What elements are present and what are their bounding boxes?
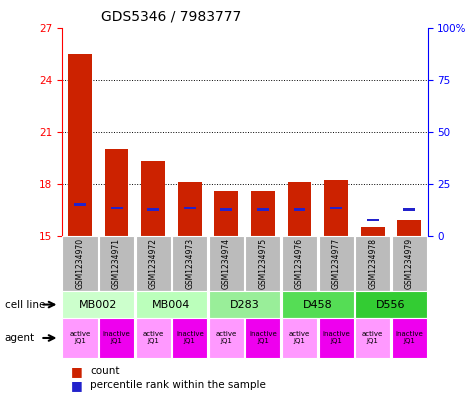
Bar [184, 207, 196, 209]
Text: inactive
JQ1: inactive JQ1 [395, 331, 423, 345]
Text: ■: ■ [71, 365, 83, 378]
Bar [319, 318, 353, 358]
Text: D283: D283 [230, 299, 259, 310]
Text: ■: ■ [71, 378, 83, 392]
Text: MB002: MB002 [79, 299, 117, 310]
Bar [294, 208, 305, 211]
Bar [147, 208, 159, 211]
Text: GSM1234972: GSM1234972 [149, 238, 158, 289]
Bar [63, 318, 97, 358]
Text: count: count [90, 366, 120, 376]
Text: GSM1234979: GSM1234979 [405, 238, 414, 289]
Bar [209, 291, 280, 318]
Bar [136, 236, 171, 291]
Bar [99, 318, 134, 358]
Text: GSM1234971: GSM1234971 [112, 238, 121, 289]
Bar [99, 236, 134, 291]
Bar [172, 318, 207, 358]
Text: GSM1234973: GSM1234973 [185, 238, 194, 289]
Bar [287, 182, 312, 236]
Text: inactive
JQ1: inactive JQ1 [103, 331, 131, 345]
Bar [324, 180, 348, 236]
Text: active
JQ1: active JQ1 [142, 331, 164, 345]
Bar [330, 207, 342, 209]
Bar [367, 219, 379, 222]
Text: GSM1234977: GSM1234977 [332, 238, 341, 289]
Bar [141, 161, 165, 236]
Text: active
JQ1: active JQ1 [216, 331, 237, 345]
Bar [403, 208, 415, 211]
Text: active
JQ1: active JQ1 [69, 331, 91, 345]
Bar [246, 318, 280, 358]
Bar [397, 220, 421, 236]
Bar [319, 236, 353, 291]
Text: GSM1234970: GSM1234970 [76, 238, 85, 289]
Bar [392, 236, 427, 291]
Text: inactive
JQ1: inactive JQ1 [176, 331, 204, 345]
Text: GSM1234975: GSM1234975 [258, 238, 267, 289]
Bar [361, 227, 385, 236]
Bar [257, 208, 269, 211]
Text: GSM1234976: GSM1234976 [295, 238, 304, 289]
Bar [111, 207, 123, 209]
Text: D556: D556 [376, 299, 406, 310]
Bar [282, 318, 317, 358]
Text: percentile rank within the sample: percentile rank within the sample [90, 380, 266, 390]
Text: inactive
JQ1: inactive JQ1 [322, 331, 350, 345]
Bar [209, 236, 244, 291]
Bar [136, 318, 171, 358]
Text: MB004: MB004 [152, 299, 190, 310]
Bar [209, 318, 244, 358]
Bar [214, 191, 238, 236]
Bar [178, 182, 202, 236]
Bar [63, 291, 134, 318]
Bar [68, 53, 92, 236]
Text: cell line: cell line [5, 299, 45, 310]
Text: GSM1234978: GSM1234978 [368, 238, 377, 289]
Bar [74, 203, 86, 206]
Text: inactive
JQ1: inactive JQ1 [249, 331, 277, 345]
Bar [251, 191, 275, 236]
Text: active
JQ1: active JQ1 [289, 331, 310, 345]
Bar [104, 149, 129, 236]
Bar [136, 291, 207, 318]
Bar [220, 208, 232, 211]
Bar [355, 291, 427, 318]
Text: agent: agent [5, 333, 35, 343]
Bar [355, 236, 390, 291]
Bar [63, 236, 97, 291]
Text: active
JQ1: active JQ1 [362, 331, 383, 345]
Bar [246, 236, 280, 291]
Text: GDS5346 / 7983777: GDS5346 / 7983777 [101, 10, 242, 24]
Text: GSM1234974: GSM1234974 [222, 238, 231, 289]
Bar [392, 318, 427, 358]
Bar [282, 236, 317, 291]
Bar [355, 318, 390, 358]
Bar [282, 291, 353, 318]
Text: D458: D458 [303, 299, 332, 310]
Bar [172, 236, 207, 291]
